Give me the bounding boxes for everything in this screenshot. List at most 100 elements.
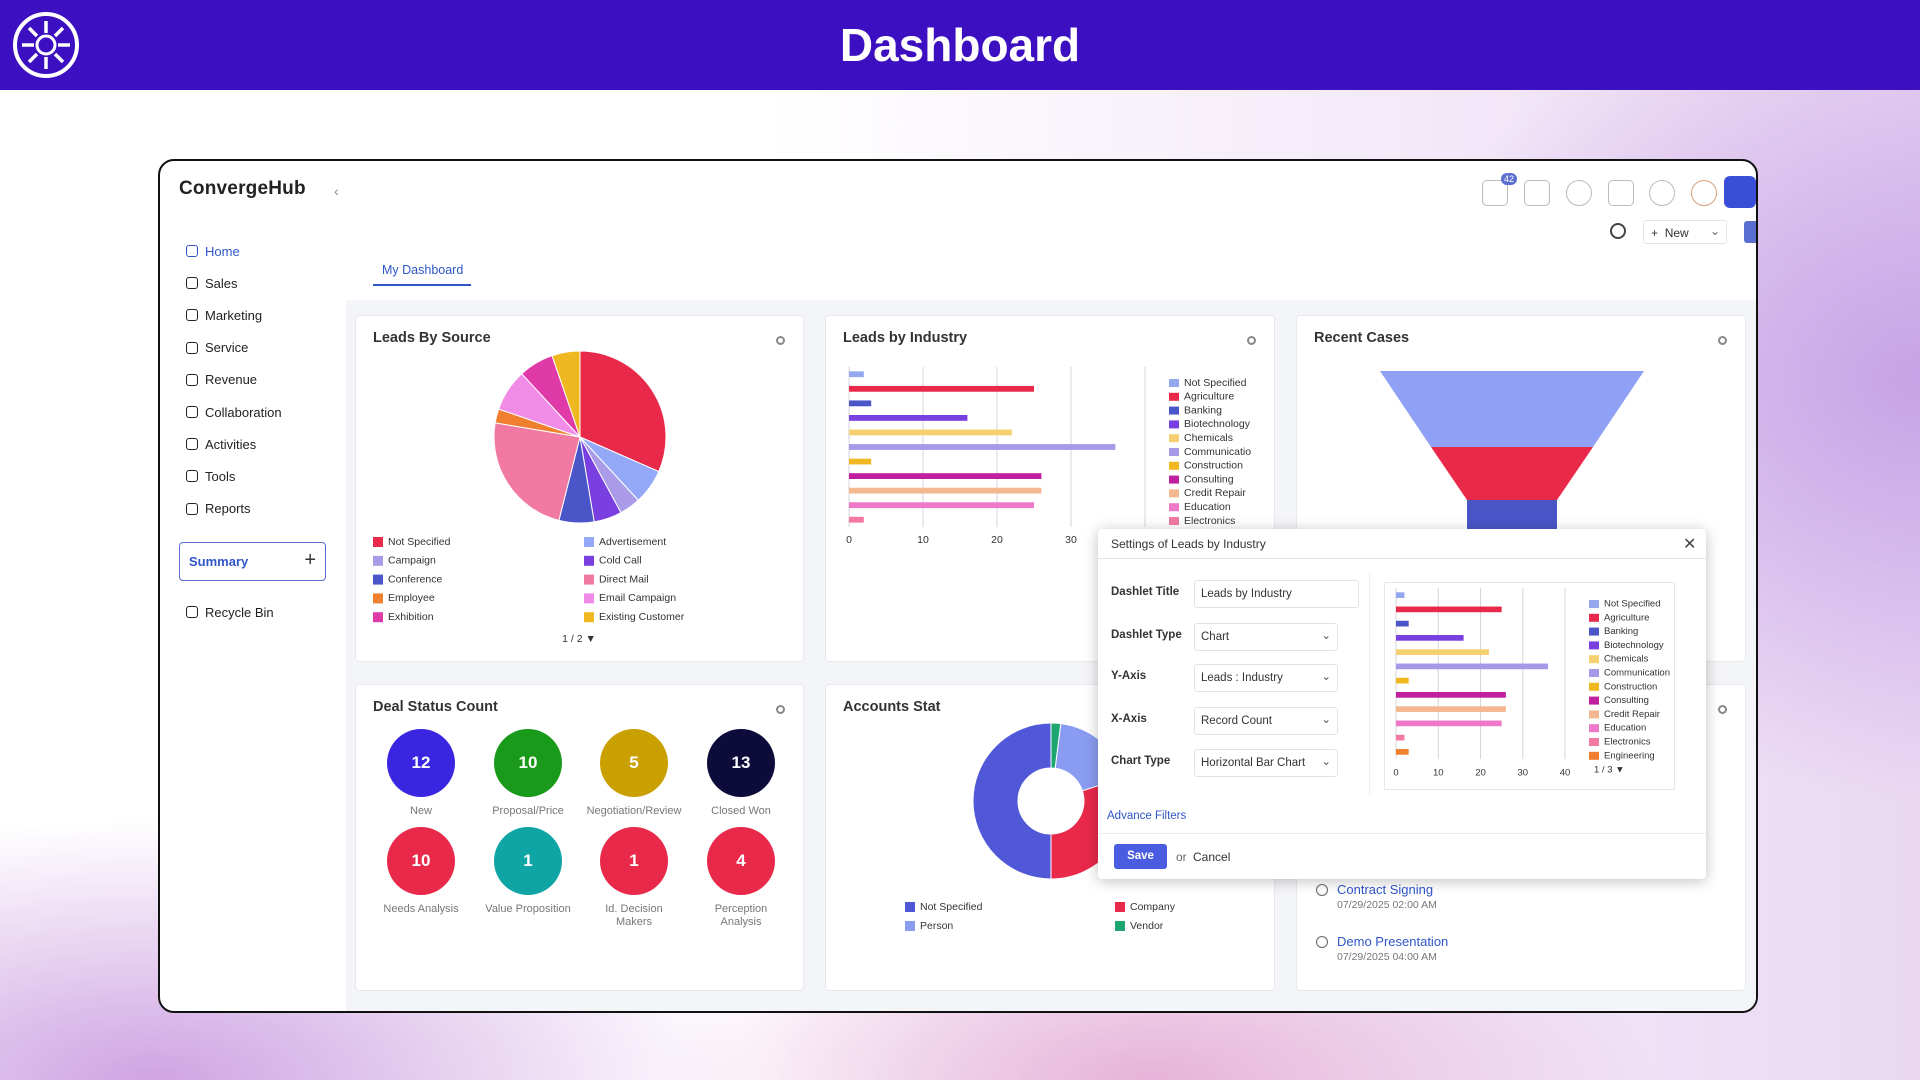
legend-label: Agriculture	[1604, 612, 1649, 623]
notification-badge: 42	[1501, 173, 1518, 185]
side-panel-toggle[interactable]	[1744, 221, 1756, 243]
bar	[1396, 720, 1502, 727]
recycle-bin[interactable]: Recycle Bin	[186, 601, 274, 623]
bar	[1396, 663, 1549, 670]
legend-label: Construction	[1604, 681, 1657, 692]
nav-label: Service	[205, 340, 249, 356]
nav-icon	[186, 606, 198, 618]
nav-icon	[186, 309, 198, 322]
modal-title: Settings of Leads by Industry	[1111, 537, 1266, 551]
status-circle: 10	[387, 827, 455, 895]
gear-icon[interactable]	[1718, 336, 1727, 345]
x-tick-label: 0	[1393, 768, 1398, 779]
field-input[interactable]: Record Count ⌄	[1194, 707, 1338, 735]
activity-title[interactable]: Contract Signing	[1337, 882, 1434, 897]
preview-frame	[1384, 582, 1675, 790]
nav-item[interactable]: Sales	[186, 272, 238, 294]
field-input[interactable]: Horizontal Bar Chart ⌄	[1194, 749, 1338, 777]
activity-title[interactable]: Demo Presentation	[1337, 934, 1449, 949]
gear-icon[interactable]	[776, 336, 785, 345]
collapse-sidebar[interactable]: ‹	[334, 183, 339, 199]
nav-item[interactable]: Reports	[186, 498, 251, 520]
field-value: Chart	[1201, 631, 1230, 643]
x-tick-label: 20	[1475, 768, 1486, 779]
gear-icon[interactable]	[1718, 705, 1727, 714]
nav-label: Home	[205, 243, 240, 259]
nav-item[interactable]: Tools	[186, 465, 235, 487]
divider	[1369, 574, 1370, 794]
legend-label: Education	[1604, 723, 1646, 734]
bar	[1396, 749, 1409, 755]
advance-filters-link[interactable]: Advance Filters	[1107, 810, 1187, 822]
brand: ConvergeHub	[179, 178, 306, 199]
status-circle: 12	[387, 729, 455, 797]
status-label: Negotiation/Review	[586, 805, 682, 817]
new-button[interactable]: + New ⌄	[1643, 220, 1727, 244]
save-button[interactable]: Save	[1114, 844, 1167, 869]
field-label: Chart Type	[1111, 755, 1171, 767]
legend-label: Credit Repair	[1604, 709, 1660, 720]
nav-label: Marketing	[205, 307, 263, 323]
legend-swatch	[1589, 738, 1599, 746]
status-circle: 10	[494, 729, 562, 797]
nav-item[interactable]: Revenue	[186, 369, 257, 391]
status-label: Closed Won	[711, 805, 771, 817]
search-icon[interactable]	[1649, 180, 1675, 206]
bar	[1396, 677, 1409, 684]
add-icon: +	[304, 549, 316, 571]
nav-item[interactable]: Collaboration	[186, 401, 282, 423]
dashlet-title: Recent Cases	[1314, 330, 1410, 346]
field-label: Dashlet Title	[1111, 586, 1180, 598]
top-banner: Dashboard	[0, 0, 1920, 90]
status-label: Perception Analysis	[714, 903, 768, 928]
clock-icon[interactable]	[1566, 180, 1592, 206]
nav-label: Recycle Bin	[205, 604, 274, 620]
preview-chart: 0 10 20 30 40 Not Specified Agriculture Banking…	[1393, 588, 1670, 779]
settings-icon[interactable]	[1610, 223, 1626, 239]
legend-label: Biotechnology	[1604, 640, 1664, 651]
x-tick-label: 10	[1433, 768, 1444, 779]
legend-swatch	[1589, 641, 1599, 650]
nav-item[interactable]: Home	[186, 240, 240, 262]
avatar[interactable]	[1691, 180, 1717, 206]
status-label: Id. Decision Makers	[605, 903, 663, 928]
bar	[1396, 649, 1489, 655]
bar	[1396, 734, 1405, 741]
clipboard-icon[interactable]	[1524, 180, 1550, 206]
legend-label: Banking	[1604, 626, 1638, 637]
field-input[interactable]: Leads : Industry ⌄	[1194, 664, 1338, 692]
tab[interactable]: My Dashboard	[382, 263, 464, 277]
chevron: ⌄	[1321, 714, 1331, 726]
clock-icon	[1316, 884, 1328, 896]
calendar-icon[interactable]	[1608, 180, 1634, 206]
legend-label: Not Specified	[1604, 599, 1661, 610]
bar	[1396, 606, 1502, 613]
field-input[interactable]: Leads by Industry	[1194, 580, 1359, 608]
status-label: Needs Analysis	[383, 903, 459, 915]
legend-label: Chemicals	[1604, 654, 1649, 665]
legend-swatch	[1589, 724, 1599, 733]
summary-button[interactable]: Summary +	[179, 542, 326, 581]
field-input[interactable]: Chart ⌄	[1194, 623, 1338, 651]
legend-swatch	[1589, 669, 1599, 677]
nav-item[interactable]: Service	[186, 337, 248, 359]
nav-item[interactable]: Activities	[186, 433, 256, 455]
gear-icon[interactable]	[1247, 336, 1256, 345]
bar	[1396, 635, 1464, 641]
gear-icon[interactable]	[776, 705, 785, 714]
cancel-button[interactable]: Cancel	[1193, 850, 1231, 864]
nav-label: Collaboration	[205, 404, 282, 420]
legend-label: Engineering	[1604, 750, 1655, 761]
close-button[interactable]: ✕	[1683, 536, 1697, 553]
status-circle: 1	[600, 827, 668, 895]
or-text: or	[1176, 850, 1187, 864]
nav-icon	[186, 470, 198, 483]
nav-label: Tools	[205, 468, 236, 484]
legend-swatch	[1589, 710, 1599, 719]
nav-item[interactable]: Marketing	[186, 304, 262, 326]
flag-icon[interactable]	[1482, 180, 1508, 206]
support-button[interactable]	[1724, 176, 1756, 208]
field-label: Dashlet Type	[1111, 629, 1182, 641]
nav-icon	[186, 341, 198, 354]
